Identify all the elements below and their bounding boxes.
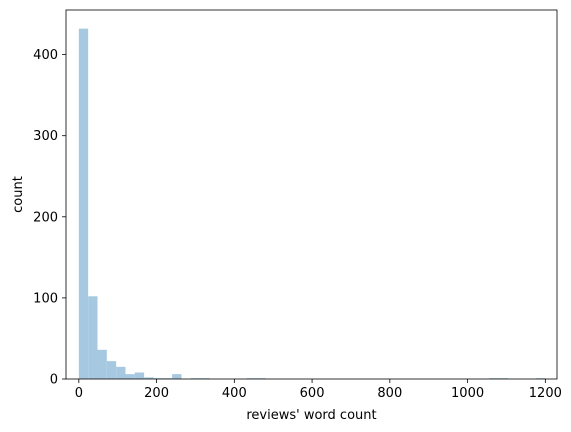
plot-frame xyxy=(65,9,558,380)
x-tick-label: 600 xyxy=(300,386,325,401)
x-axis-label: reviews' word count xyxy=(246,408,376,423)
histogram-bar xyxy=(162,378,173,379)
x-axis-ticks: 0 200 400 600 800 1000 1200 xyxy=(75,379,562,401)
y-tick-label: 400 xyxy=(33,48,58,63)
histogram-bar xyxy=(125,374,135,379)
histogram-bar xyxy=(200,378,210,379)
histogram-bars xyxy=(78,28,546,380)
x-tick-label: 400 xyxy=(222,386,247,401)
histogram-bar xyxy=(106,361,117,379)
x-tick-label: 200 xyxy=(144,386,169,401)
histogram-bar xyxy=(144,377,154,379)
histogram-bar xyxy=(172,374,182,379)
x-tick-label: 800 xyxy=(377,386,402,401)
histogram-bar xyxy=(78,28,89,380)
y-tick-label: 300 xyxy=(33,129,58,144)
y-tick-label: 200 xyxy=(33,210,58,225)
histogram-bar xyxy=(498,378,509,379)
histogram-bar xyxy=(134,372,145,379)
x-tick-label: 1000 xyxy=(451,386,484,401)
histogram-bar xyxy=(190,378,201,379)
y-tick-label: 100 xyxy=(33,291,58,306)
histogram-bar xyxy=(116,366,126,379)
histogram-bar xyxy=(489,378,499,379)
histogram-bar xyxy=(153,378,163,379)
histogram-bar xyxy=(256,378,266,379)
histogram-bar xyxy=(246,378,257,379)
x-tick-label: 1200 xyxy=(529,386,562,401)
y-axis-label: count xyxy=(11,176,26,213)
y-axis-ticks: 0 100 200 300 400 xyxy=(33,48,66,388)
histogram-bar xyxy=(536,378,546,379)
x-tick-label: 0 xyxy=(75,386,83,401)
histogram-bar xyxy=(97,349,107,379)
y-tick-label: 0 xyxy=(50,373,58,388)
histogram-bar xyxy=(88,296,98,379)
